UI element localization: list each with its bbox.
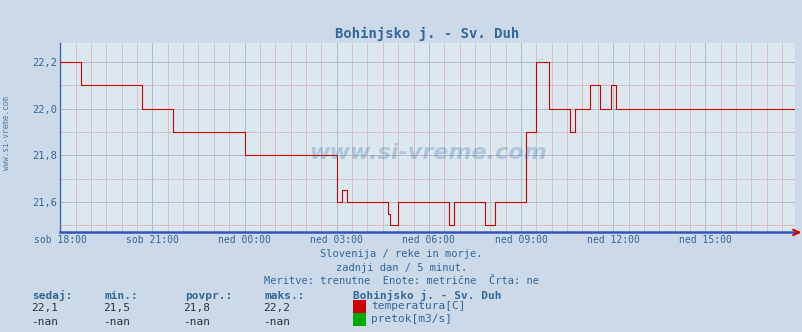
Text: Bohinjsko j. - Sv. Duh: Bohinjsko j. - Sv. Duh [353, 290, 501, 301]
Text: min.:: min.: [104, 291, 138, 301]
Title: Bohinjsko j. - Sv. Duh: Bohinjsko j. - Sv. Duh [335, 27, 519, 41]
Text: 22,2: 22,2 [263, 303, 290, 313]
Text: zadnji dan / 5 minut.: zadnji dan / 5 minut. [335, 263, 467, 273]
Text: temperatura[C]: temperatura[C] [371, 301, 465, 311]
Text: pretok[m3/s]: pretok[m3/s] [371, 314, 452, 324]
Text: 21,5: 21,5 [103, 303, 130, 313]
Text: -nan: -nan [103, 317, 130, 327]
Text: -nan: -nan [183, 317, 210, 327]
Text: maks.:: maks.: [265, 291, 305, 301]
Text: www.si-vreme.com: www.si-vreme.com [308, 143, 546, 163]
Text: Meritve: trenutne  Enote: metrične  Črta: ne: Meritve: trenutne Enote: metrične Črta: … [264, 276, 538, 286]
Text: povpr.:: povpr.: [184, 291, 232, 301]
Text: www.si-vreme.com: www.si-vreme.com [2, 96, 11, 170]
Text: sedaj:: sedaj: [32, 290, 72, 301]
Text: -nan: -nan [263, 317, 290, 327]
Text: -nan: -nan [30, 317, 58, 327]
Text: 21,8: 21,8 [183, 303, 210, 313]
Text: 22,1: 22,1 [30, 303, 58, 313]
Text: Slovenija / reke in morje.: Slovenija / reke in morje. [320, 249, 482, 259]
